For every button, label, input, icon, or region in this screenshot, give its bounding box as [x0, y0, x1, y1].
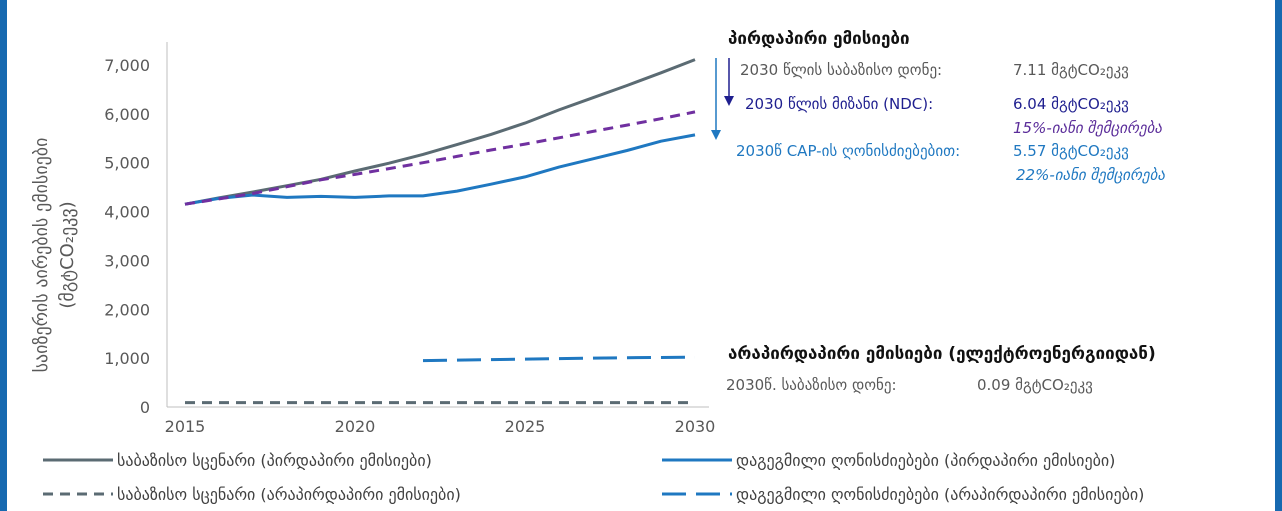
baseline-2030-label: 2030 წლის საბაზისო დონე: [740, 61, 942, 79]
legend-label-planned-indirect: დაგეგმილი ღონისძიებები (არაპირდაპირი ემი… [736, 485, 1144, 504]
baseline-2030-value: 7.11 მგტCO₂ეკვ [1013, 61, 1129, 79]
cap-label: 2030წ CAP-ის ღონისძიებებით: [736, 142, 960, 160]
legend-label-planned-direct: დაგეგმილი ღონისძიებები (პირდაპირი ემისიე… [736, 451, 1115, 470]
cap-arrowhead [711, 130, 721, 140]
series-line-0 [184, 58, 696, 206]
y-tick-label: 1,000 [104, 349, 150, 368]
y-tick-label: 0 [140, 398, 150, 417]
ndc-value: 6.04 მგტCO₂ეკვ [1013, 95, 1129, 113]
y-axis-label: საიზერის აირების ემისიები [31, 138, 52, 373]
indirect-emissions-title: არაპირდაპირი ემისიები (ელექტროენერგიიდან… [728, 344, 1156, 364]
ndc-reduction: 15%-იანი შემცირება [1013, 119, 1162, 137]
y-axis-unit: (მგტCO₂ეკვ) [57, 201, 78, 308]
cap-value: 5.57 მგტCO₂ეკვ [1013, 142, 1129, 160]
x-tick-label: 2030 [675, 417, 716, 436]
x-tick-label: 2020 [335, 417, 376, 436]
series-line-1 [184, 133, 696, 206]
indirect-baseline-value: 0.09 მგტCO₂ეკვ [977, 376, 1093, 394]
series-line-4 [422, 355, 696, 363]
left-frame-bar [0, 0, 7, 511]
ndc-arrowhead [724, 96, 734, 106]
y-tick-label: 7,000 [104, 56, 150, 75]
legend-label-baseline-direct: საბაზისო სცენარი (პირდაპირი ემისიები) [117, 451, 432, 470]
right-frame-bar [1275, 0, 1282, 511]
y-tick-labels: 0 1,000 2,000 3,000 4,000 5,000 6,000 7,000 [104, 56, 150, 417]
legend: საბაზისო სცენარი (პირდაპირი ემისიები) და… [43, 451, 1144, 504]
x-tick-labels: 2015 2020 2025 2030 [165, 417, 716, 436]
legend-label-baseline-indirect: საბაზისო სცენარი (არაპირდაპირი ემისიები) [117, 485, 461, 504]
y-tick-label: 5,000 [104, 154, 150, 173]
x-tick-label: 2015 [165, 417, 206, 436]
y-tick-label: 3,000 [104, 251, 150, 270]
indirect-baseline-label: 2030წ. საბაზისო დონე: [726, 376, 897, 394]
y-tick-label: 2,000 [104, 300, 150, 319]
direct-emissions-title: პირდაპირი ემისიები [728, 29, 910, 49]
y-tick-label: 6,000 [104, 105, 150, 124]
series-lines [184, 58, 696, 405]
y-tick-label: 4,000 [104, 203, 150, 222]
series-line-2 [184, 110, 696, 206]
ndc-label: 2030 წლის მიზანი (NDC): [745, 95, 933, 113]
x-tick-label: 2025 [505, 417, 546, 436]
cap-reduction: 22%-იანი შემცირება [1016, 166, 1165, 184]
